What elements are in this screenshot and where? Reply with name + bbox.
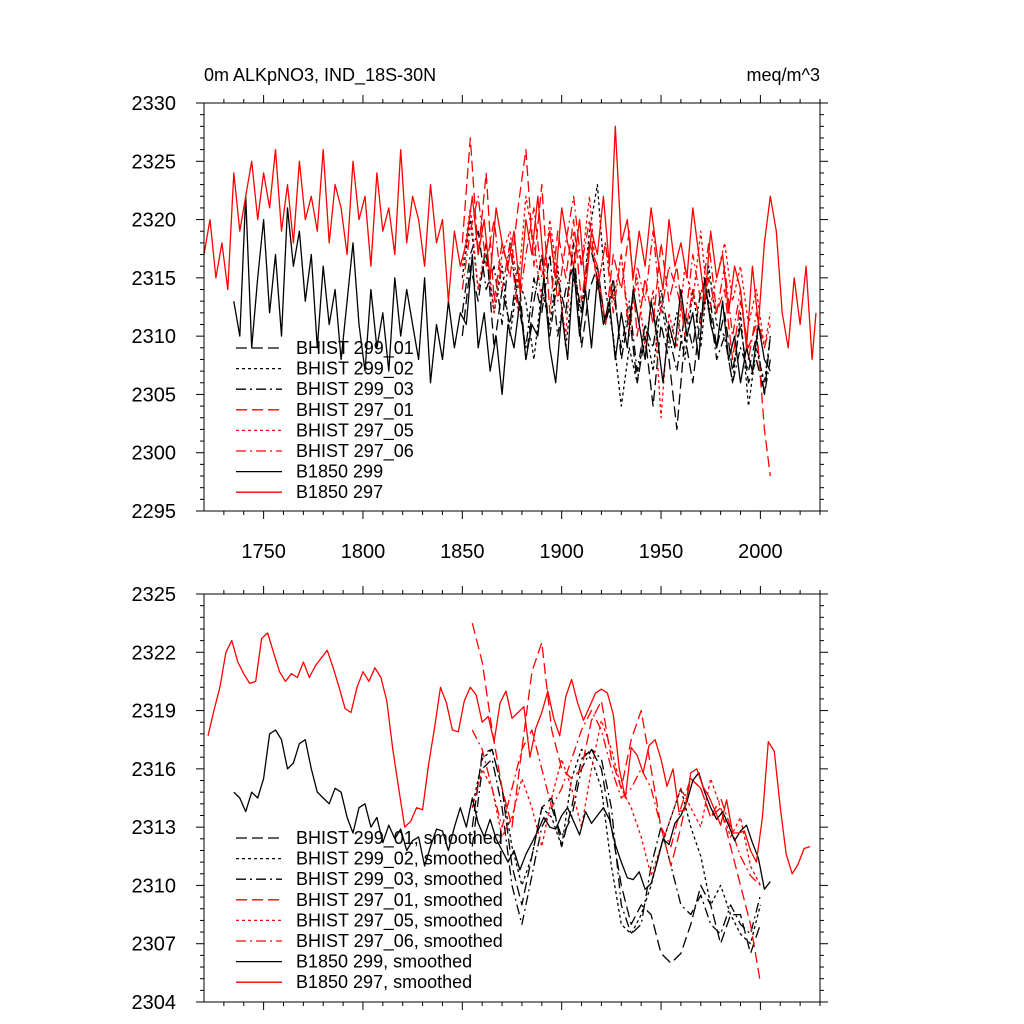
x-tick-label: 1750 [241, 541, 286, 563]
y-tick-label: 2325 [132, 584, 177, 606]
plot-frame [203, 593, 821, 1003]
plot-frame [203, 102, 821, 512]
legend-label: BHIST 299_02 [296, 359, 414, 380]
legend-label: BHIST 297_06 [296, 441, 414, 462]
legend-label: BHIST 297_06, smoothed [296, 931, 503, 952]
series-line-2 [461, 183, 771, 407]
series-line-7 [233, 729, 771, 890]
x-tick-label: 1950 [639, 541, 684, 563]
series-line-8 [204, 125, 817, 361]
bottom-panel: 2304 2307 2310 2313 2316 2319 2322 2325 BHIST 2… [132, 584, 828, 1014]
x-tick-label: 2000 [738, 541, 783, 563]
legend-label: B1850 297 [296, 482, 383, 502]
series-line-6 [461, 195, 771, 361]
y-tick-label: 2310 [132, 326, 177, 348]
legend-label: BHIST 299_01, smoothed [296, 828, 503, 849]
bottom-panel-series [207, 622, 811, 983]
top-panel-title: 0m ALKpNO3, IND_18S-30N [204, 65, 436, 86]
legend-label: B1850 299, smoothed [296, 952, 472, 972]
y-tick-label: 2320 [132, 210, 177, 232]
x-tick-label: 1800 [341, 541, 386, 563]
x-tick-label: 1900 [539, 541, 584, 563]
series-line-8 [207, 632, 811, 875]
series-line-2 [471, 748, 762, 945]
legend-label: BHIST 299_03 [296, 379, 414, 400]
legend-label: BHIST 297_05 [296, 420, 414, 441]
y-tick-label: 2313 [132, 817, 177, 839]
y-tick-label: 2305 [132, 384, 177, 406]
y-tick-label: 2325 [132, 151, 177, 173]
bottom-panel-axes: 2304 2307 2310 2313 2316 2319 2322 2325 [132, 584, 828, 1014]
y-tick-label: 2330 [132, 93, 177, 115]
series-line-5 [471, 719, 761, 886]
legend-label: B1850 299 [296, 462, 383, 482]
legend-label: BHIST 297_01, smoothed [296, 890, 503, 911]
y-tick-label: 2310 [132, 875, 177, 897]
top-panel-axes: 1750 1800 1850 1900 1950 2000 2295 2300 2305 2310… [132, 93, 828, 563]
y-tick-label: 2319 [132, 701, 177, 723]
y-tick-label: 2316 [132, 759, 177, 781]
top-panel-series [204, 125, 817, 477]
series-line-4 [461, 137, 771, 477]
legend-label: BHIST 297_01 [296, 400, 414, 421]
y-tick-label: 2300 [132, 443, 177, 465]
y-tick-label: 2295 [132, 501, 177, 523]
legend-label: BHIST 297_05, smoothed [296, 910, 503, 931]
series-line-4 [471, 622, 762, 983]
y-tick-label: 2322 [132, 642, 177, 664]
legend-label: BHIST 299_03, smoothed [296, 869, 503, 890]
top-panel: 0m ALKpNO3, IND_18S-30N meq/m^3 1750 1800… [132, 65, 828, 563]
series-line-7 [233, 195, 771, 396]
legend-label: B1850 297, smoothed [296, 972, 472, 992]
y-tick-label: 2315 [132, 268, 177, 290]
series-line-6 [471, 709, 761, 886]
y-tick-label: 2304 [132, 992, 177, 1014]
top-panel-units: meq/m^3 [747, 65, 820, 85]
y-tick-label: 2307 [132, 934, 177, 956]
legend-label: BHIST 299_01 [296, 338, 414, 359]
legend-label: BHIST 299_02, smoothed [296, 849, 503, 870]
x-tick-label: 1850 [440, 541, 485, 563]
